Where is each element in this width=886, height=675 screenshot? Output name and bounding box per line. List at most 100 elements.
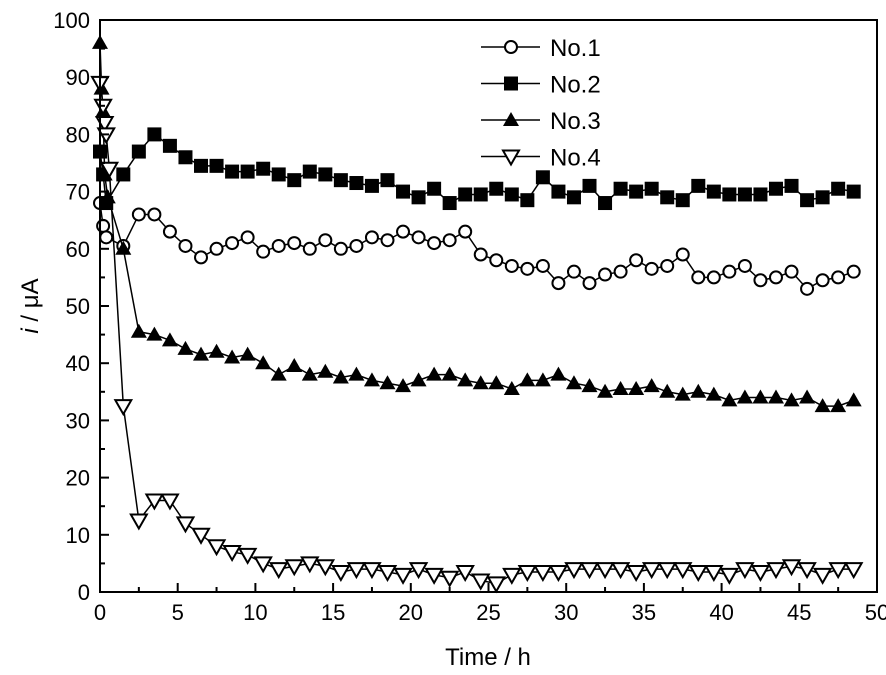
data-point [659, 383, 676, 398]
x-tick-label: 45 [787, 600, 811, 625]
data-point [240, 230, 255, 245]
data-point [691, 270, 706, 285]
data-point [225, 164, 240, 179]
x-tick-label: 50 [865, 600, 886, 625]
data-point [799, 389, 816, 404]
plot-area [90, 34, 864, 594]
data-point [113, 399, 134, 417]
legend-marker [501, 149, 521, 167]
x-tick-label: 10 [243, 600, 267, 625]
data-point [410, 372, 427, 387]
data-point [317, 363, 334, 378]
legend-item: No.2 [481, 72, 601, 99]
data-point [271, 167, 286, 182]
x-tick-label: 35 [632, 600, 656, 625]
data-point [845, 392, 862, 407]
data-point [411, 190, 426, 205]
data-point [364, 230, 379, 245]
data-point [346, 562, 367, 580]
data-point [379, 375, 396, 390]
data-point [783, 392, 800, 407]
y-tick-label: 0 [78, 580, 90, 605]
data-point [458, 187, 473, 202]
x-tick-label: 0 [94, 600, 106, 625]
data-point [519, 372, 536, 387]
y-tick-label: 60 [66, 237, 90, 262]
data-point [96, 218, 111, 233]
data-point [115, 240, 132, 255]
data-point [768, 181, 783, 196]
data-point [675, 193, 690, 208]
legend-marker [504, 40, 518, 54]
data-point [458, 224, 473, 239]
data-point [721, 392, 738, 407]
data-point [240, 164, 255, 179]
data-point [256, 244, 271, 259]
y-tick-label: 30 [66, 408, 90, 433]
data-point [302, 241, 317, 256]
x-tick-label: 25 [476, 600, 500, 625]
data-point [486, 576, 506, 594]
data-point [363, 372, 380, 387]
y-tick-label: 20 [66, 466, 90, 491]
data-point [424, 567, 444, 585]
legend-marker [503, 112, 519, 126]
data-point [705, 386, 722, 401]
y-tick-label: 40 [66, 351, 90, 376]
y-axis-label-unit: / μA [17, 278, 44, 328]
data-point [333, 241, 348, 256]
legend-item: No.4 [481, 145, 601, 172]
data-point [473, 187, 488, 202]
data-point [457, 372, 474, 387]
data-point [768, 270, 783, 285]
data-point [564, 562, 584, 580]
data-point [442, 233, 457, 248]
data-point [287, 236, 302, 251]
data-point [209, 241, 224, 256]
data-point [800, 193, 815, 208]
data-point [175, 516, 196, 534]
data-point [767, 389, 784, 404]
plot-frame [99, 19, 878, 593]
data-point [162, 138, 177, 153]
data-point [287, 173, 302, 188]
data-point [550, 366, 567, 381]
data-point [502, 567, 522, 585]
data-point [237, 547, 258, 565]
data-point [551, 276, 566, 291]
data-point [268, 562, 289, 580]
data-point [333, 173, 348, 188]
data-point [674, 386, 691, 401]
data-point [162, 224, 177, 239]
legend: No.1 No.2 No.3 No.4 [481, 35, 601, 172]
data-point [284, 559, 304, 577]
data-point [206, 539, 227, 557]
data-point [160, 493, 180, 511]
data-point [579, 562, 600, 580]
data-point [613, 181, 628, 196]
data-point [535, 258, 550, 273]
data-point [831, 270, 846, 285]
data-point [548, 564, 569, 582]
data-point [690, 383, 707, 398]
data-point [377, 564, 398, 582]
y-tick-label: 80 [66, 122, 90, 147]
y-axis-label: i / μA [17, 278, 44, 333]
y-tick-label: 10 [66, 523, 90, 548]
data-point [628, 380, 645, 395]
data-point [784, 264, 799, 279]
data-point [595, 562, 615, 580]
data-point [610, 562, 631, 580]
data-point [503, 380, 520, 395]
data-point [582, 178, 597, 193]
data-point [520, 261, 535, 276]
data-point [225, 236, 240, 251]
data-point [752, 389, 769, 404]
data-point [812, 567, 833, 585]
legend-label: No.1 [550, 35, 601, 62]
data-point [551, 184, 566, 199]
data-point [161, 332, 178, 347]
data-point [396, 224, 411, 239]
data-point [146, 326, 163, 341]
